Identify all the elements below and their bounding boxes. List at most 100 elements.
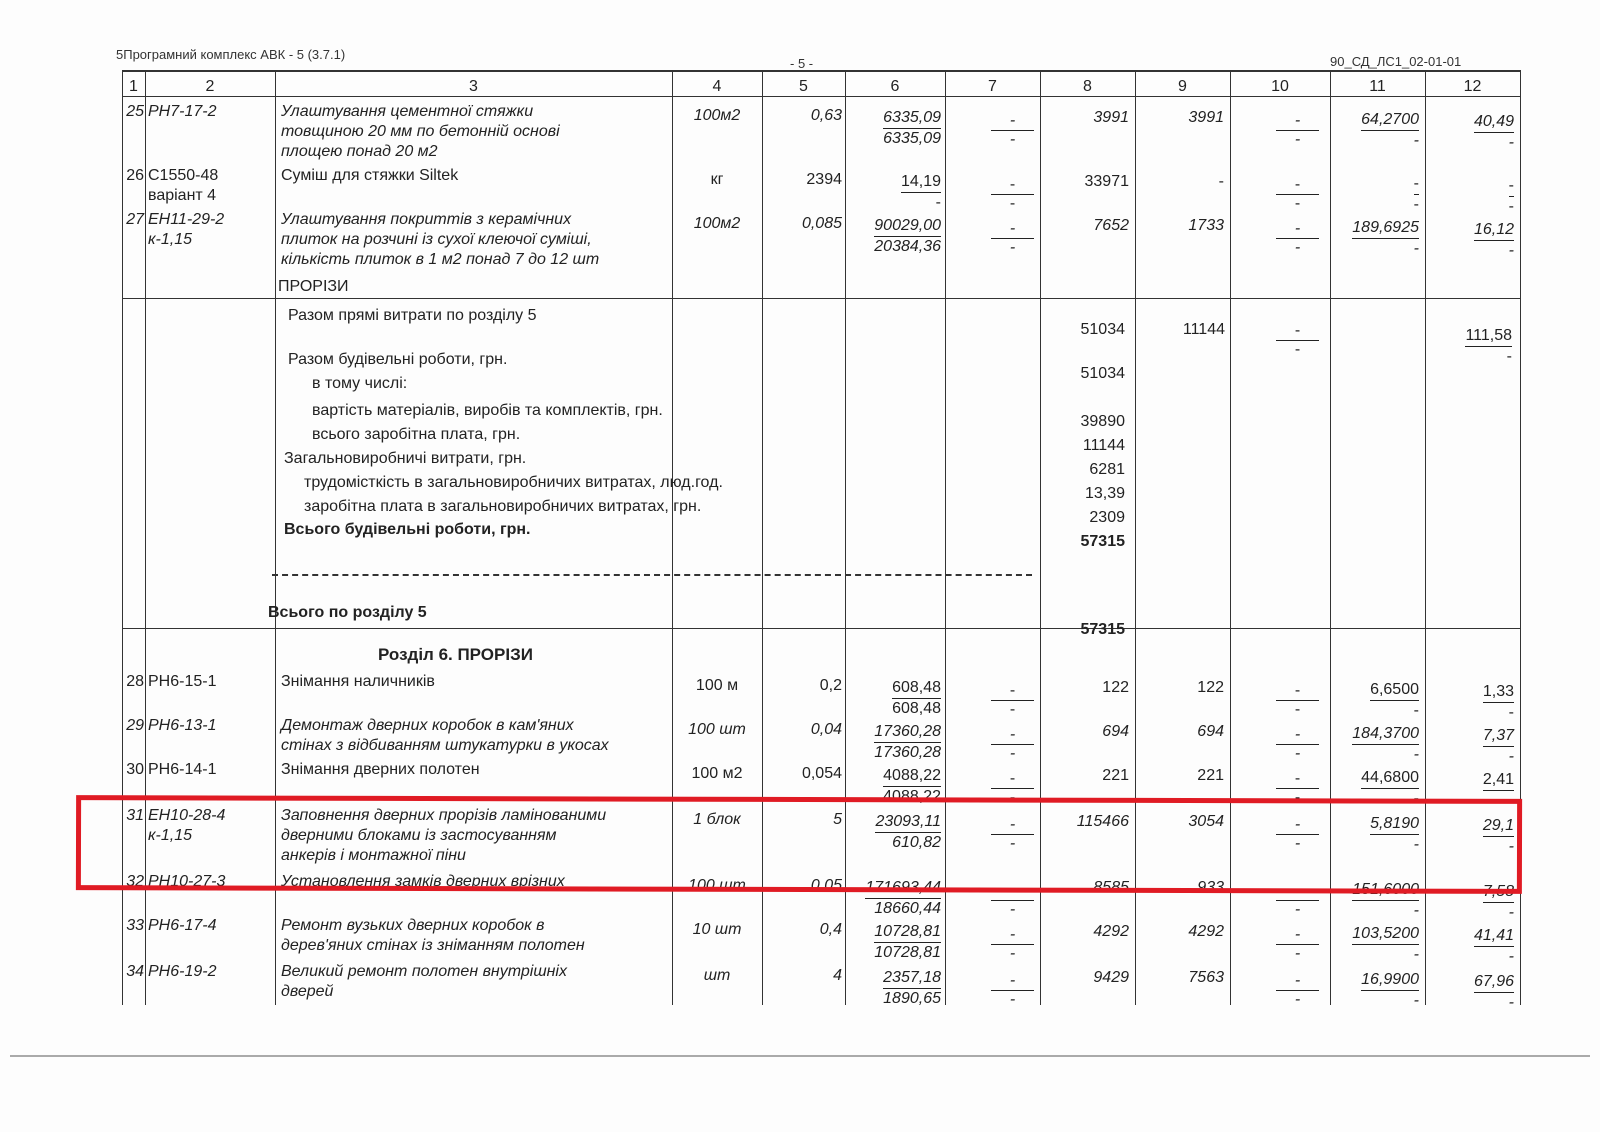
- labor-hours: 5,8190-: [1330, 814, 1419, 855]
- column-header-11: 11: [1369, 78, 1386, 95]
- col7-value: --: [985, 972, 1040, 1009]
- unit-cost-top: 4088,22: [883, 766, 941, 787]
- col10-value-top: -: [1276, 726, 1319, 745]
- labor-hours-top: 16,9900: [1361, 970, 1419, 991]
- work-code-line: С1550-48: [148, 167, 219, 184]
- work-name-line: площею понад 20 м2: [281, 143, 438, 160]
- work-code-line: к-1,15: [148, 231, 193, 248]
- col10-value-bottom: -: [1294, 835, 1301, 852]
- labor-total: 7,37-: [1425, 726, 1514, 767]
- unit-cost-bottom: 608,48: [892, 700, 941, 717]
- unit-cost: 90029,00 20384,36: [845, 216, 941, 257]
- work-name-line: Заповнення дверних прорізів ламінованими: [281, 807, 607, 824]
- row-divider: [122, 628, 1520, 629]
- work-name-line: Знімання дверних полотен: [281, 761, 480, 778]
- work-code-line: варіант 4: [148, 187, 217, 204]
- section5-total-value: 57315: [1080, 621, 1126, 638]
- labor-total-bottom: -: [1508, 198, 1514, 215]
- work-code-line: РН6-14-1: [148, 761, 217, 778]
- work-name: Улаштування покриттів з керамічних плиток…: [281, 210, 599, 270]
- labor-total-top: 7,58: [1482, 882, 1514, 903]
- col7-value-bottom: -: [1009, 835, 1016, 852]
- row-divider: [122, 298, 1520, 299]
- labor-total-top: 7,37: [1482, 726, 1514, 747]
- quantity: 0,085: [801, 215, 842, 232]
- labor-total-top: 2,41: [1482, 770, 1514, 791]
- col10-value-bottom: -: [1294, 239, 1301, 256]
- work-code: ЕН10-28-4 к-1,15: [148, 806, 225, 846]
- labor-total: 40,49-: [1425, 112, 1514, 153]
- program-header: 5Програмний комплекс АВК - 5 (3.7.1): [116, 47, 346, 62]
- wages-cost: 3991: [1188, 109, 1224, 126]
- labor-hours-top: 5,8190: [1370, 814, 1419, 835]
- unit-cost-top: 10728,81: [874, 922, 941, 943]
- labor-total-top: 16,12: [1473, 220, 1514, 241]
- unit-cost: 171693,44 18660,44: [845, 878, 941, 919]
- col10-value: --: [1270, 176, 1325, 213]
- direct-costs-col9: 11144: [1182, 321, 1225, 338]
- unit-cost-bottom: 17360,28: [874, 744, 941, 761]
- row-number: 33: [126, 917, 144, 934]
- unit-cost-bottom: 6335,09: [883, 130, 941, 147]
- col7-value-bottom: -: [1009, 745, 1016, 762]
- row-number: 28: [126, 673, 144, 690]
- labor-total-top: 1,33: [1482, 682, 1514, 703]
- col7-value: --: [985, 926, 1040, 963]
- work-code-line: РН7-17-2: [148, 103, 217, 120]
- unit-cost: 17360,28 17360,28: [845, 722, 941, 763]
- wages-cost: 933: [1197, 879, 1224, 896]
- col7-value-bottom: -: [1009, 195, 1016, 212]
- unit-cost-bottom: 10728,81: [874, 944, 941, 961]
- labor-total-bottom: -: [1508, 748, 1514, 765]
- work-name-line: Демонтаж дверних коробок в кам'яних: [281, 717, 574, 734]
- work-name-line: стінах з відбиванням штукатурки в укосах: [281, 737, 609, 754]
- direct-costs-col10-top: -: [1276, 322, 1319, 341]
- col10-value-top: -: [1276, 682, 1319, 701]
- quantity: 0,054: [801, 765, 842, 782]
- labor-hours: 44,6800-: [1330, 768, 1419, 809]
- page-number: - 5 -: [790, 56, 814, 71]
- labor-hours-top: 184,3700: [1352, 724, 1419, 745]
- work-name: Ремонт вузьких дверних коробок в дерев'ян…: [281, 916, 585, 956]
- unit-cost-top: 14,19: [900, 172, 941, 193]
- work-name-line: кількість плиток в 1 м2 понад 7 до 12 шт: [281, 251, 600, 268]
- direct-costs-col10: --: [1270, 322, 1325, 359]
- labor-total: 1,33-: [1425, 682, 1514, 723]
- col7-value: --: [985, 816, 1040, 853]
- col7-value-top: -: [991, 682, 1034, 701]
- summary-line-value: 39890: [1080, 413, 1126, 430]
- labor-total-top: 29,1: [1482, 816, 1514, 837]
- direct-costs-label: Разом прямі витрати по розділу 5: [288, 307, 537, 324]
- unit-cost: 608,48 608,48: [845, 678, 941, 719]
- labor-total-top: 67,96: [1473, 972, 1514, 993]
- unit: 100м2: [693, 215, 741, 232]
- work-name-line: анкерів і монтажної піни: [281, 847, 466, 864]
- column-divider: [762, 70, 763, 1005]
- column-header-8: 8: [1083, 78, 1092, 95]
- col10-value: --: [1270, 816, 1325, 853]
- work-name: Заповнення дверних прорізів ламінованими…: [281, 806, 606, 866]
- unit: 100м2: [693, 107, 741, 124]
- column-divider: [1040, 70, 1041, 1005]
- col10-value-top: -: [1276, 816, 1319, 835]
- work-code: РН6-17-4: [148, 916, 216, 936]
- labor-hours-top: 44,6800: [1361, 768, 1419, 789]
- work-code: ЕН11-29-2 к-1,15: [148, 210, 224, 250]
- summary-line-label: вартість матеріалів, виробів та комплект…: [312, 402, 663, 419]
- column-divider: [672, 70, 673, 1005]
- column-divider: [275, 70, 276, 1005]
- wages-cost: 221: [1197, 767, 1224, 784]
- labor-total-bottom: -: [1508, 904, 1514, 921]
- col10-value-bottom: -: [1294, 991, 1301, 1008]
- col7-value: --: [985, 726, 1040, 763]
- col7-value: --: [985, 112, 1040, 149]
- col10-value: --: [1270, 882, 1325, 919]
- page-bottom-edge: [10, 1055, 1590, 1057]
- labor-hours-bottom: -: [1413, 946, 1419, 963]
- labor-hours-bottom: -: [1413, 132, 1419, 149]
- dashed-divider: [272, 574, 1032, 576]
- labor-hours: 64,2700-: [1330, 110, 1419, 151]
- labor-hours-top: 64,2700: [1361, 110, 1419, 131]
- labor-total: 41,41-: [1425, 926, 1514, 967]
- labor-total: 67,96-: [1425, 972, 1514, 1013]
